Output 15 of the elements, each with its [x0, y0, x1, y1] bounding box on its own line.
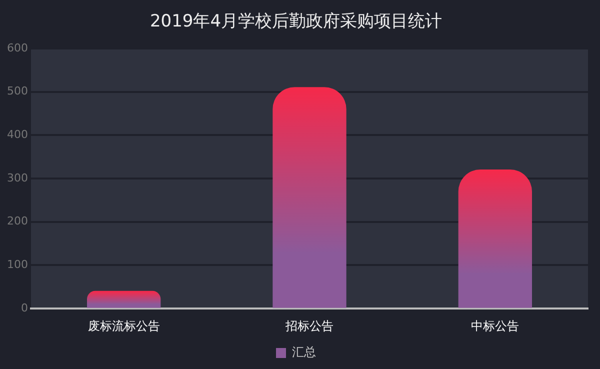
y-tick-label: 500 [6, 84, 28, 98]
y-tick-label: 300 [6, 171, 28, 184]
bar [87, 290, 161, 308]
bar [272, 87, 346, 308]
y-tick-label: 100 [6, 258, 28, 272]
y-tick-label: 400 [6, 128, 28, 141]
bar [458, 169, 532, 308]
y-tick-label: 200 [6, 214, 28, 228]
y-tick-label: 600 [6, 41, 28, 54]
legend-label: 汇总 [292, 345, 316, 360]
x-tick-label: 废标流标公告 [88, 318, 160, 333]
x-tick-label: 招标公告 [284, 318, 334, 333]
x-tick-label: 中标公告 [471, 318, 520, 333]
chart-title: 2019年4月学校后勤政府采购项目统计 [150, 12, 442, 32]
y-tick-label: 0 [20, 301, 28, 314]
